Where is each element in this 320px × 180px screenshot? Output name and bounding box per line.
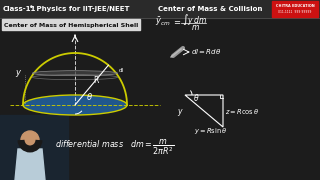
Text: Class-11: Class-11 — [3, 6, 36, 12]
Text: Center of Mass & Collision: Center of Mass & Collision — [158, 6, 262, 12]
Text: R: R — [94, 76, 99, 85]
Ellipse shape — [23, 95, 127, 115]
Text: CHITRA EDUCATION: CHITRA EDUCATION — [276, 4, 314, 8]
Text: y: y — [15, 68, 20, 77]
Text: $=$: $=$ — [172, 17, 182, 26]
Text: th: th — [30, 5, 35, 9]
Text: y: y — [177, 107, 181, 116]
Bar — [0, 115, 68, 180]
Text: 011-1111  999 99999: 011-1111 999 99999 — [278, 10, 312, 14]
Text: $dl = Rd\theta$: $dl = Rd\theta$ — [191, 48, 221, 57]
Text: $\bar{y}_{cm}$: $\bar{y}_{cm}$ — [155, 16, 171, 28]
Text: Physics for IIT-JEE/NEET: Physics for IIT-JEE/NEET — [34, 6, 130, 12]
Ellipse shape — [32, 71, 117, 76]
Text: $z = R\cos\theta$: $z = R\cos\theta$ — [225, 107, 260, 116]
Text: $m$: $m$ — [191, 22, 200, 32]
Text: $\theta$: $\theta$ — [86, 91, 93, 102]
Circle shape — [21, 131, 39, 149]
Bar — [0, 0, 320, 18]
Text: $\int y\,dm$: $\int y\,dm$ — [182, 12, 207, 27]
Polygon shape — [15, 149, 45, 180]
Bar — [2, 19, 140, 30]
Text: $differential\ mass\ \ \ dm = \dfrac{m}{2\pi R^2}$: $differential\ mass\ \ \ dm = \dfrac{m}{… — [55, 138, 175, 158]
Text: dl: dl — [119, 68, 124, 73]
Text: $\theta$: $\theta$ — [193, 92, 199, 103]
Text: $y = R\sin\theta$: $y = R\sin\theta$ — [194, 126, 227, 136]
Text: Center of Mass of Hemispherical Shell: Center of Mass of Hemispherical Shell — [4, 22, 138, 28]
Bar — [272, 1, 318, 17]
